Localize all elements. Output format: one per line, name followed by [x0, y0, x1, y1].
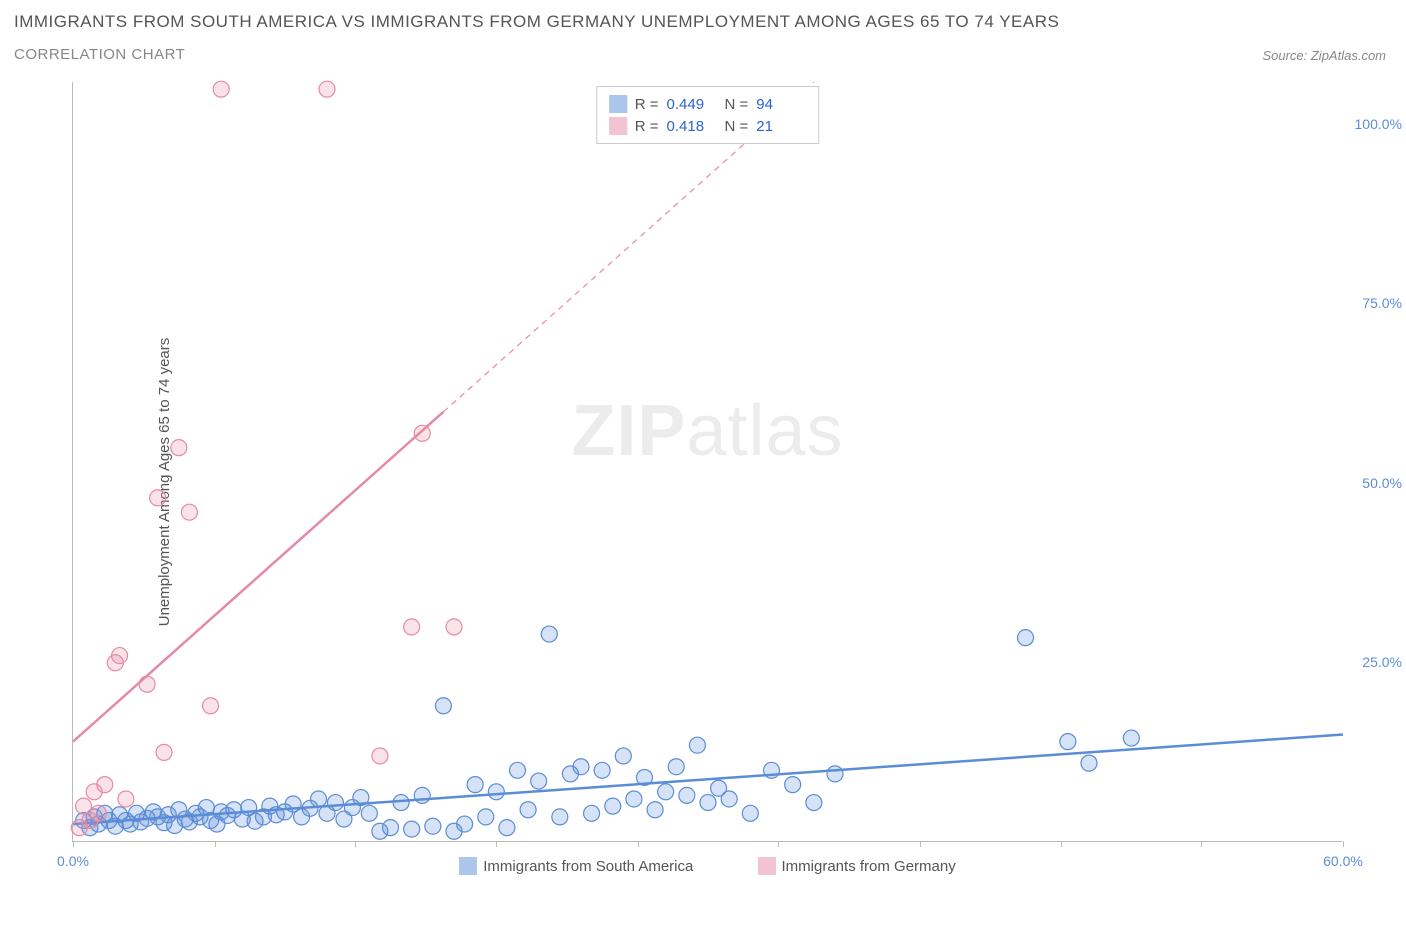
legend-item-b: Immigrants from Germany [758, 857, 956, 875]
legend-label-b: Immigrants from Germany [782, 858, 956, 875]
legend-item-a: Immigrants from South America [459, 857, 693, 875]
correlation-legend: R = 0.449 N = 94 R = 0.418 N = 21 [596, 86, 820, 144]
x-tick-label: 0.0% [57, 853, 89, 869]
series-legend: Immigrants from South America Immigrants… [73, 857, 1342, 879]
n-value-b: 21 [756, 118, 806, 135]
chart-title: IMMIGRANTS FROM SOUTH AMERICA VS IMMIGRA… [14, 12, 1392, 32]
legend-label-a: Immigrants from South America [483, 858, 693, 875]
swatch-icon [609, 117, 627, 135]
chart-subtitle: CORRELATION CHART [14, 46, 1392, 63]
y-tick-label: 50.0% [1362, 475, 1402, 491]
y-tick-label: 75.0% [1362, 295, 1402, 311]
scatter-svg [73, 82, 1343, 842]
legend-row-series-b: R = 0.418 N = 21 [609, 115, 807, 137]
plot-area: ZIPatlas R = 0.449 N = 94 R = 0.418 N = … [72, 82, 1342, 842]
n-value-a: 94 [756, 96, 806, 113]
y-tick-label: 100.0% [1355, 116, 1402, 132]
chart-container: Unemployment Among Ages 65 to 74 years Z… [60, 82, 1390, 882]
legend-row-series-a: R = 0.449 N = 94 [609, 93, 807, 115]
x-tick-label: 60.0% [1323, 853, 1363, 869]
r-value-b: 0.418 [667, 118, 717, 135]
y-tick-label: 25.0% [1362, 654, 1402, 670]
source-attribution: Source: ZipAtlas.com [1262, 48, 1386, 63]
swatch-icon [758, 857, 776, 875]
swatch-icon [459, 857, 477, 875]
swatch-icon [609, 95, 627, 113]
r-value-a: 0.449 [667, 96, 717, 113]
